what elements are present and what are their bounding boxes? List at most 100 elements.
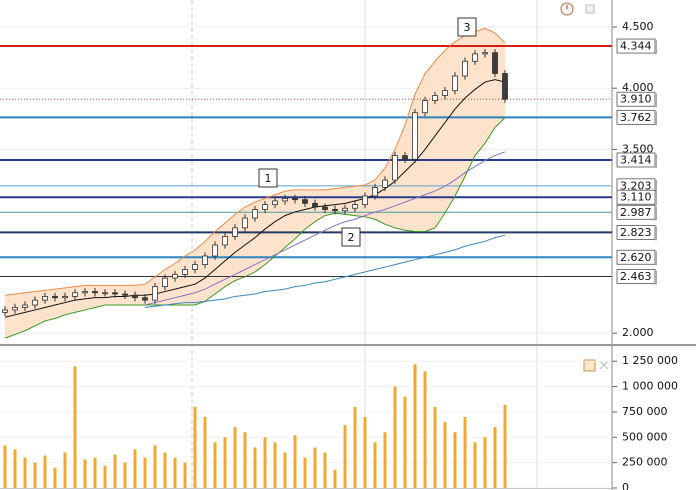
volume-bar: [433, 406, 437, 488]
candle-body: [472, 53, 478, 62]
volume-bar: [403, 396, 407, 488]
candle-body: [12, 307, 18, 311]
volume-bar: [53, 467, 57, 488]
candle-body: [152, 286, 158, 301]
level-label: 2.463: [620, 270, 652, 283]
candle-body: [372, 187, 378, 197]
volume-bar: [503, 404, 507, 488]
candle-body: [92, 291, 98, 294]
candle-body: [282, 198, 288, 202]
volume-bar: [283, 452, 287, 488]
y-tick-label: 0: [622, 481, 629, 490]
candle-body: [272, 200, 278, 205]
candle-body: [322, 206, 328, 210]
y-tick-label: 1 250 000: [622, 354, 678, 367]
volume-bar: [463, 416, 467, 488]
candle-body: [402, 155, 408, 160]
y-tick-label: 750 000: [622, 405, 668, 418]
annotation-label: 2: [348, 231, 355, 244]
level-label: 4.344: [620, 40, 652, 53]
volume-bar: [273, 442, 277, 488]
candle-body: [22, 304, 28, 308]
indicator-line: [4, 27, 506, 296]
volume-bar: [493, 427, 497, 488]
level-label: 3.110: [620, 191, 652, 204]
indicator-line: [144, 151, 506, 306]
volume-bar: [43, 455, 47, 488]
volume-bar: [473, 442, 477, 488]
price-panel: 2.000 3.500 4.000 4.500 4.344 3.910 3.762 3.414…: [0, 17, 657, 339]
volume-bar: [123, 462, 127, 488]
volume-bar: [423, 371, 427, 488]
candle-body: [72, 292, 78, 297]
volume-bar: [293, 435, 297, 488]
candle-body: [192, 264, 198, 270]
indicator-line: [4, 79, 506, 318]
candle-body: [62, 296, 68, 299]
candle-body: [262, 204, 268, 210]
volume-bar: [483, 437, 487, 488]
candle-body: [242, 217, 248, 229]
volume-bar: [443, 422, 447, 488]
volume-bar: [373, 442, 377, 488]
volume-bar: [363, 416, 367, 488]
annotation-box: [258, 168, 278, 188]
volume-bar: [23, 457, 27, 488]
candle-body: [392, 155, 398, 181]
candle-body: [162, 277, 168, 288]
candle-body: [422, 100, 428, 114]
candle-body: [232, 227, 238, 237]
volume-bar: [233, 427, 237, 488]
volume-bar: [333, 469, 337, 488]
candle-body: [222, 236, 228, 246]
candle-body: [492, 52, 498, 74]
y-tick-label: 250 000: [622, 456, 668, 469]
candle-body: [102, 292, 108, 295]
candle-body: [332, 209, 338, 212]
volume-bar: [3, 445, 7, 488]
close-icon[interactable]: [599, 360, 609, 370]
candle-body: [42, 296, 48, 301]
y-tick-label: 500 000: [622, 430, 668, 443]
annotation-label: 3: [464, 21, 471, 34]
level-label: 2.620: [620, 251, 652, 264]
candle-body: [52, 296, 58, 299]
panel-icon[interactable]: [583, 359, 596, 372]
candle-body: [112, 292, 118, 295]
volume-bar: [163, 452, 167, 488]
y-tick-label: 2.000: [622, 326, 654, 339]
y-tick-label: 4.000: [622, 81, 654, 94]
volume-bar: [73, 366, 77, 488]
candle-body: [122, 293, 128, 296]
volume-bar: [83, 459, 87, 488]
candle-body: [202, 255, 208, 265]
volume-bar: [343, 425, 347, 488]
volume-bar: [353, 406, 357, 488]
volume-bar: [323, 452, 327, 488]
candle-body: [132, 294, 138, 299]
window-icon[interactable]: [585, 4, 595, 14]
candle-body: [172, 273, 178, 279]
volume-bar: [13, 449, 17, 488]
volume-bar: [213, 442, 217, 488]
level-label: 3.414: [620, 153, 652, 166]
y-tick-label: 4.500: [622, 20, 654, 33]
candle-body: [442, 90, 448, 96]
volume-bar: [63, 452, 67, 488]
level-label: 3.203: [620, 179, 652, 192]
candle-body: [302, 199, 308, 204]
candle-body: [342, 207, 348, 212]
volume-bar: [173, 457, 177, 488]
candle-body: [142, 297, 148, 301]
candle-body: [452, 75, 458, 92]
indicator-line: [4, 117, 506, 339]
candle-body: [82, 291, 88, 294]
volume-bar: [193, 406, 197, 488]
level-label: 3.910: [620, 93, 652, 106]
volume-bar: [103, 465, 107, 488]
candle-body: [462, 60, 468, 77]
y-tick-label: 1 000 000: [622, 380, 678, 393]
level-label: 2.823: [620, 226, 652, 239]
volume-bar: [223, 437, 227, 488]
volume-bar: [243, 432, 247, 488]
